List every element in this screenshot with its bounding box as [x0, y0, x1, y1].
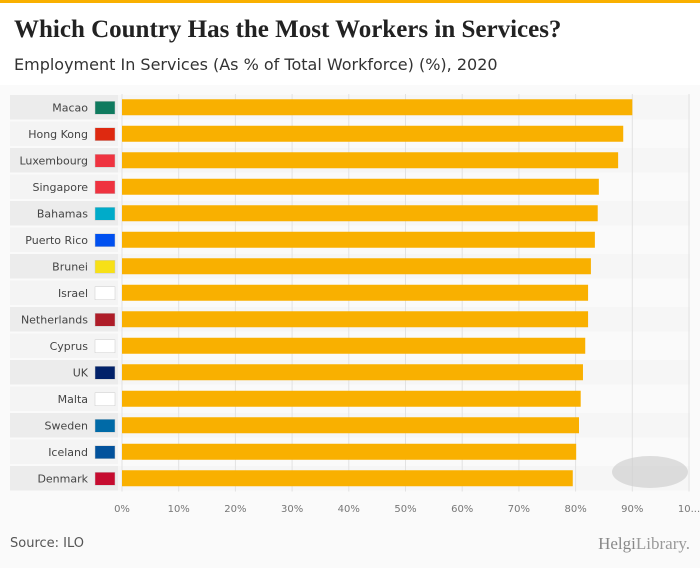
helgilibrary-logo: HelgiLibrary.	[598, 534, 690, 554]
header: Which Country Has the Most Workers in Se…	[0, 3, 700, 85]
bar	[122, 364, 583, 381]
bar	[122, 284, 589, 301]
category-label: Iceland	[48, 446, 88, 459]
bar	[122, 205, 598, 222]
category-label: Puerto Rico	[25, 234, 88, 247]
x-tick-label: 80%	[564, 504, 586, 515]
bar	[122, 337, 586, 354]
category-label: Denmark	[37, 472, 88, 485]
bar	[122, 231, 595, 248]
bar	[122, 99, 633, 116]
x-tick-label: 40%	[338, 504, 360, 515]
bar	[122, 125, 624, 142]
category-label: Israel	[58, 287, 88, 300]
x-tick-label: 10%	[168, 504, 190, 515]
category-label: Malta	[58, 393, 88, 406]
logo-part-1: Helgi	[598, 534, 636, 553]
x-tick-label: 60%	[451, 504, 473, 515]
x-tick-label: 0%	[114, 504, 130, 515]
source-note: Source: ILO	[10, 536, 85, 551]
chart-subtitle: Employment In Services (As % of Total Wo…	[14, 55, 498, 74]
x-tick-label: 20%	[224, 504, 246, 515]
bar	[122, 390, 581, 407]
bar	[122, 470, 573, 487]
flag-icon	[94, 472, 116, 486]
category-label: Sweden	[45, 419, 88, 432]
flag-icon	[94, 233, 116, 247]
x-tick-label: 30%	[281, 504, 303, 515]
flag-icon	[94, 154, 116, 168]
world-map-icon	[612, 456, 688, 488]
flag-icon	[94, 207, 116, 221]
x-tick-label: 50%	[394, 504, 416, 515]
x-tick-label: 70%	[508, 504, 530, 515]
category-label: Bahamas	[37, 207, 88, 220]
bar	[122, 311, 589, 328]
bar	[122, 178, 599, 195]
flag-icon	[94, 260, 116, 274]
flag-icon	[94, 313, 116, 327]
flag-icon	[94, 366, 116, 380]
flag-icon	[94, 445, 116, 459]
flag-icon	[94, 339, 116, 353]
category-label: Cyprus	[50, 340, 89, 353]
category-label: UK	[73, 366, 89, 379]
x-tick-label: 90%	[621, 504, 643, 515]
flag-icon	[94, 180, 116, 194]
bar	[122, 417, 580, 434]
logo-part-2: Library.	[635, 534, 690, 553]
category-label: Hong Kong	[28, 128, 88, 141]
bar	[122, 443, 577, 460]
category-label: Macao	[52, 101, 88, 114]
category-label: Singapore	[33, 181, 89, 194]
bar	[122, 152, 619, 169]
category-label: Netherlands	[21, 313, 88, 326]
bar	[122, 258, 591, 275]
flag-icon	[94, 101, 116, 115]
chart-title: Which Country Has the Most Workers in Se…	[14, 16, 562, 43]
category-label: Brunei	[52, 260, 88, 273]
flag-icon	[94, 392, 116, 406]
flag-icon	[94, 419, 116, 433]
flag-icon	[94, 286, 116, 300]
x-tick-label: 10...	[678, 504, 700, 515]
flag-icon	[94, 127, 116, 141]
category-label: Luxembourg	[19, 154, 88, 167]
top-accent-bar	[0, 0, 700, 3]
